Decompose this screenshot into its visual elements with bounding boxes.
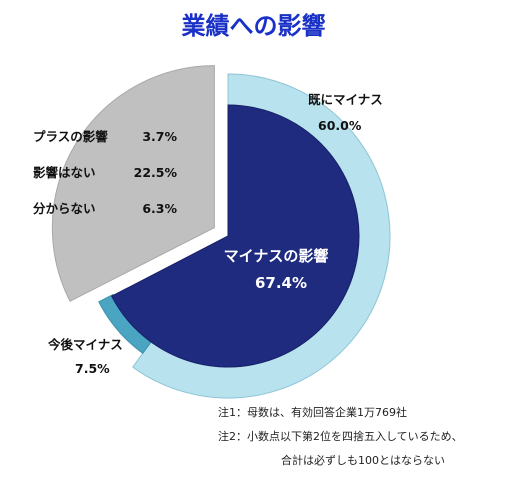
- value-grey-1: 3.7%: [142, 129, 177, 144]
- note-1: 注1：母数は、有効回答企業1万769社: [218, 406, 407, 419]
- value-already-negative: 60.0%: [318, 118, 362, 133]
- note-2: 注2：小数点以下第2位を四捨五入しているため、: [218, 430, 463, 443]
- note-3: 合計は必ずしも100とはならない: [281, 454, 445, 467]
- label-negative-impact: マイナスの影響: [224, 247, 329, 265]
- label-grey-3: 分からない: [33, 201, 96, 216]
- label-future-negative: 今後マイナス: [47, 337, 123, 352]
- label-grey-1: プラスの影響: [33, 129, 108, 144]
- chart-title: 業績への影響: [181, 12, 326, 40]
- value-grey-3: 6.3%: [142, 201, 177, 216]
- pie-slices: [51, 65, 391, 399]
- value-grey-2: 22.5%: [134, 165, 178, 180]
- label-already-negative: 既にマイナス: [308, 92, 383, 107]
- label-grey-2: 影響はない: [33, 165, 96, 180]
- slice-negative-impact-core: [110, 104, 360, 368]
- slice-other-categories: [51, 65, 215, 302]
- value-future-negative: 7.5%: [75, 361, 110, 376]
- pie-labels: 既にマイナス 60.0% 今後マイナス 7.5% プラスの影響 3.7% 影響はない 22.5…: [33, 92, 383, 376]
- value-negative-impact: 67.4%: [255, 274, 307, 292]
